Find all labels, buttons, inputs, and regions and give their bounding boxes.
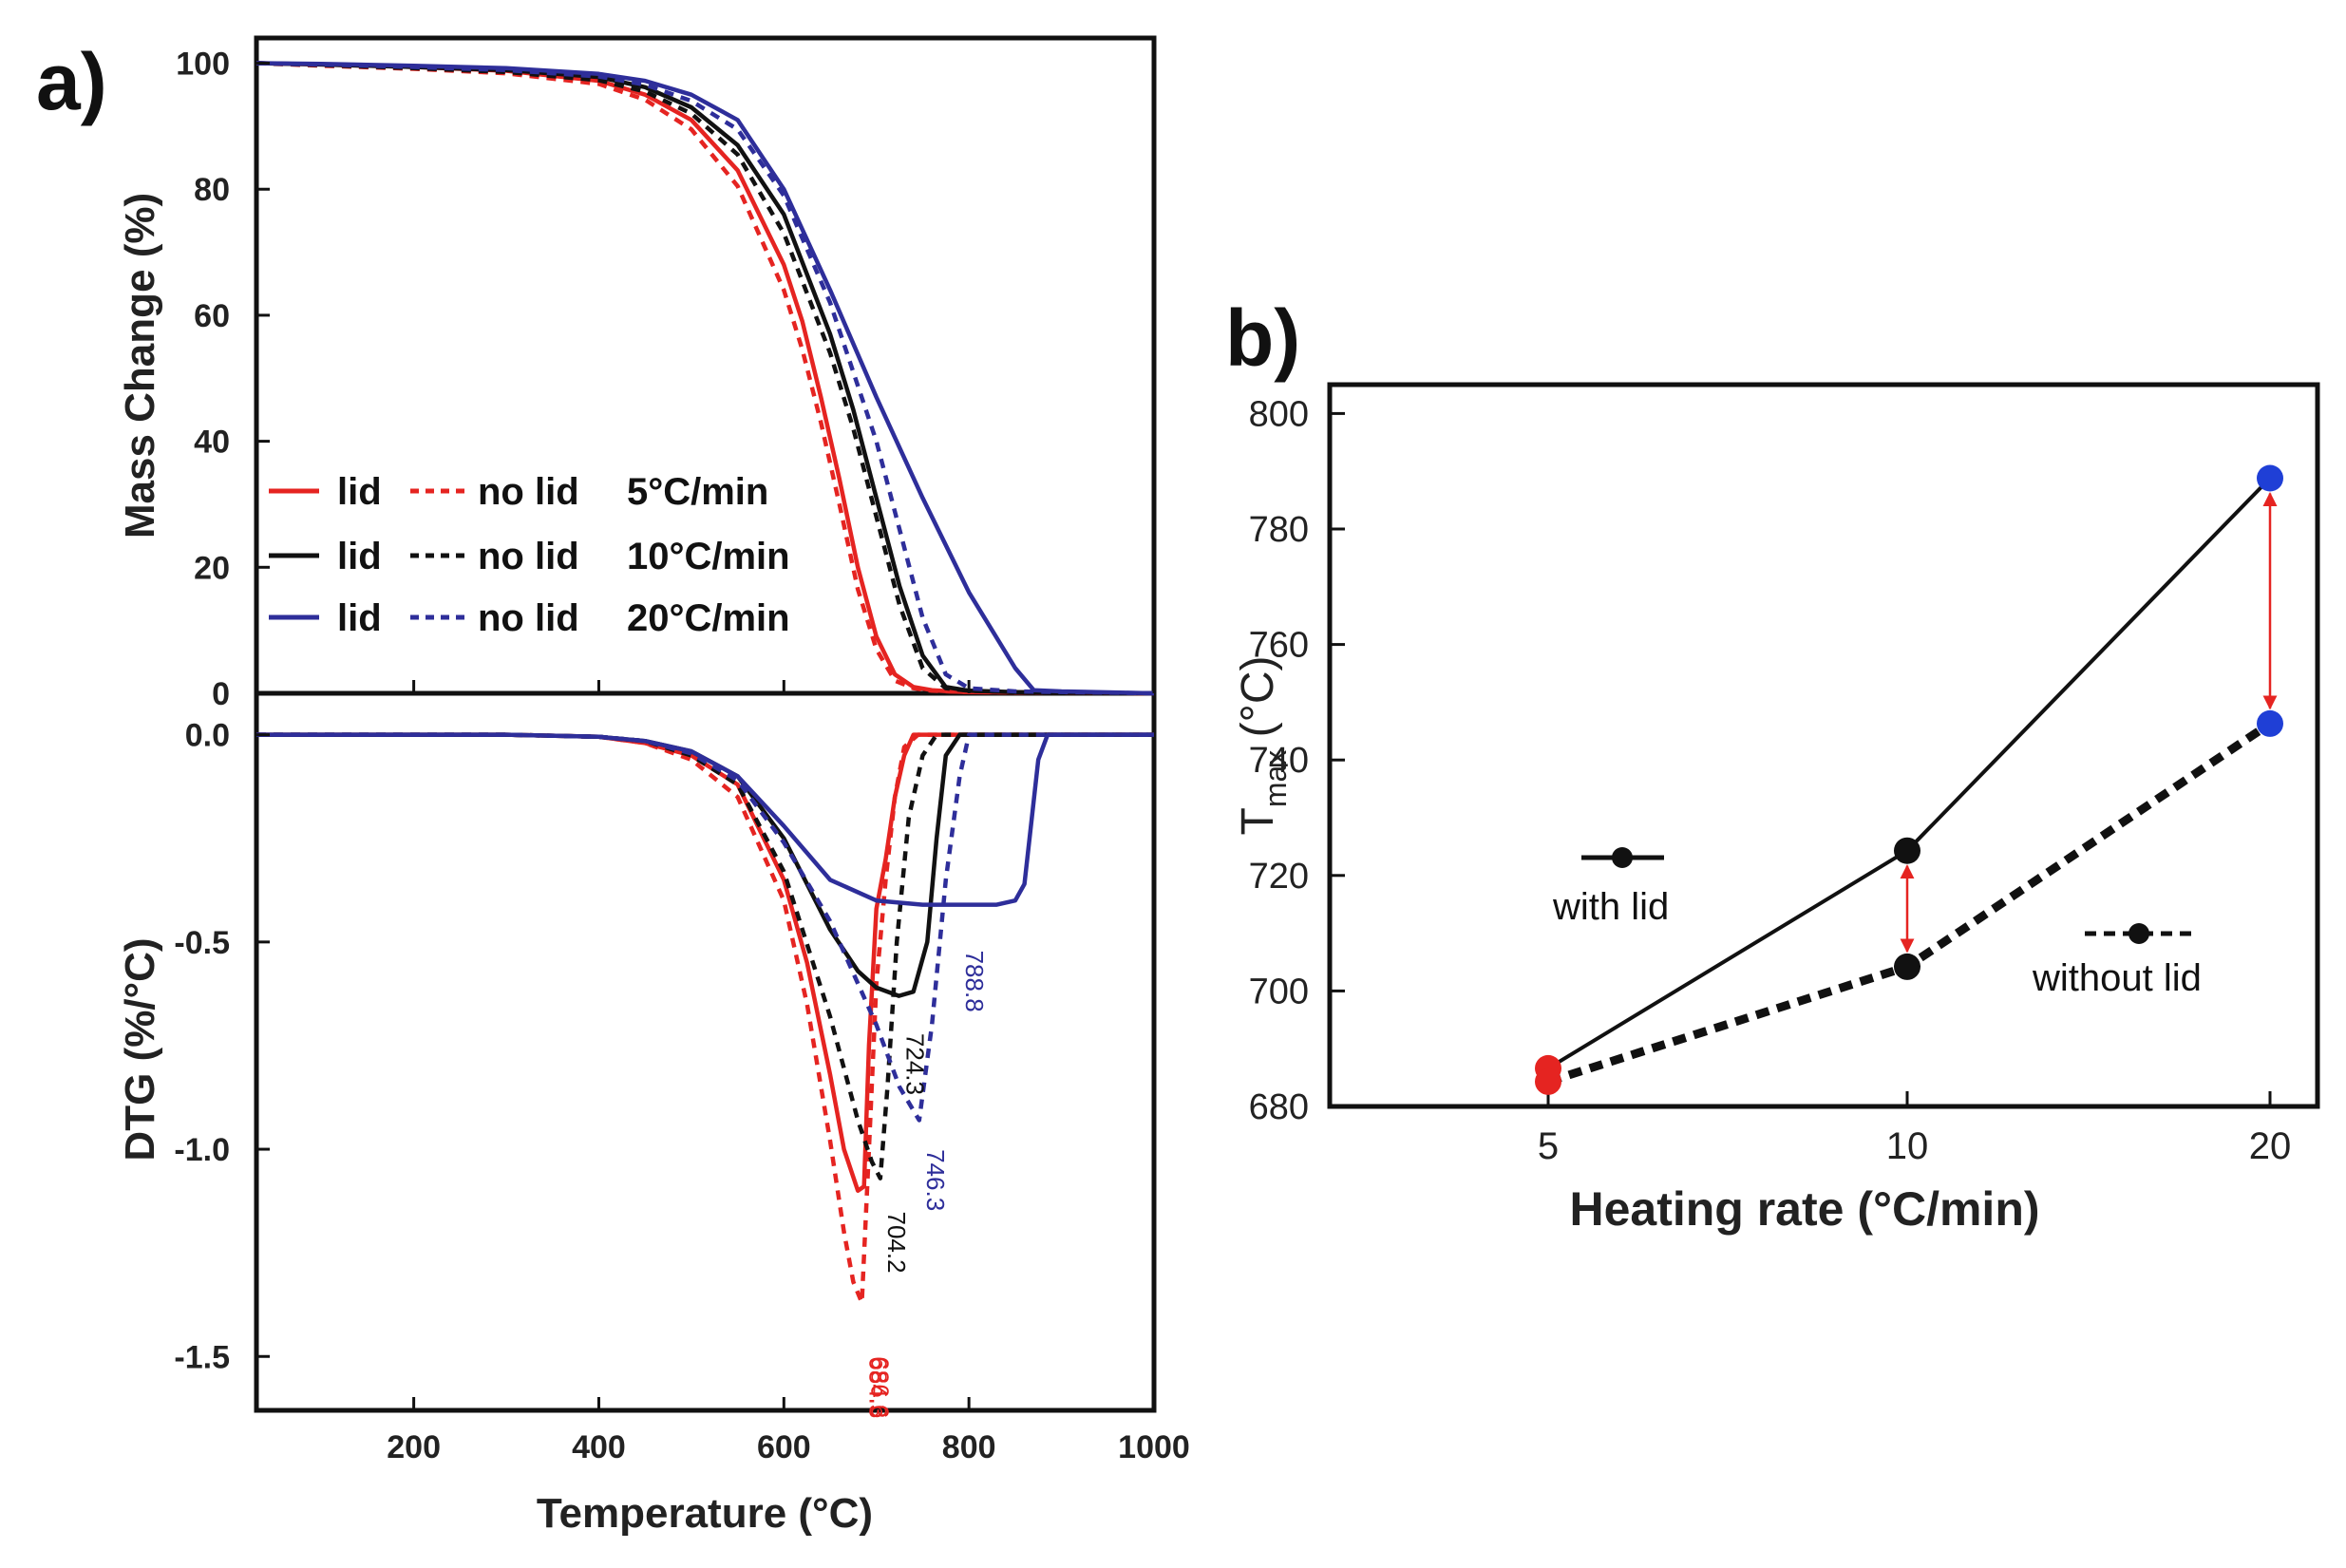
legend-label-nolid-5: no lid (478, 471, 579, 513)
tmax-axis-title-main: T (1233, 807, 1283, 835)
panel-a-bottom-frame (254, 690, 1157, 1413)
temperature-xtick-label-200: 200 (387, 1429, 441, 1465)
tmax-axes: 680 700 720 740 760 780 800 5 10 20 (1249, 394, 2292, 1167)
dtg-peak-label-746-3: 746.3 (921, 1149, 950, 1211)
dtg-peak-label-704-2: 704.2 (882, 1212, 911, 1274)
mass-change-ytick-label-60: 60 (194, 298, 230, 334)
panel-b: 680 700 720 740 760 780 800 5 10 20 Tmax (°C) Hea… (1233, 382, 2320, 1236)
mass-change-axis-title: Mass Change (%) (117, 193, 163, 538)
dtg-series-no-lid-20-c-min (256, 732, 1154, 1123)
tmax-point-without-lid-5 (1535, 1067, 1561, 1095)
tmax-axis-title-unit: (°C) (1233, 656, 1283, 750)
tmax-difference-arrows (1900, 491, 2278, 954)
legend-label-lid-5: lid (337, 471, 382, 513)
legend-with-lid-marker (1612, 847, 1633, 868)
mass-change-ytick-label-40: 40 (194, 425, 230, 461)
tmax-axis-title: Tmax (°C) (1233, 656, 1293, 836)
panel-b-legend: with lid without lid (1552, 847, 2202, 999)
dtg-curves (256, 732, 1154, 1305)
dtg-series-lid-5-c-min (256, 732, 1154, 1193)
legend-without-lid: without lid (2032, 923, 2202, 999)
mass-change-ytick-label-20: 20 (194, 550, 230, 586)
dtg-ytick-label-1-5: -1.5 (174, 1339, 230, 1375)
tmax-ytick-label-720: 720 (1249, 857, 1309, 897)
dtg-peak-label-724-3: 724.3 (900, 1033, 929, 1095)
dtg-axis-title: DTG (%/°C) (117, 937, 163, 1161)
dtg-axes: 0.0 -0.5 -1.0 -1.5 200 400 600 800 1000 (174, 718, 1189, 1465)
panel-a-label: a) (36, 37, 107, 126)
panel-a-legend: lid no lid 5°C/min lid no lid 10°C/min l… (269, 471, 790, 639)
mass-change-ytick-label-80: 80 (194, 172, 230, 208)
tmax-ytick-label-740: 740 (1249, 741, 1309, 781)
tmax-point-with-lid-10 (1894, 837, 1920, 864)
dtg-peak-label-788-8: 788.8 (960, 951, 989, 1012)
heating-rate-xtick-label-5: 5 (1538, 1125, 1559, 1167)
dtg-series-no-lid-10-c-min (256, 732, 1154, 1181)
tmax-point-without-lid-20 (2257, 709, 2283, 737)
legend-with-lid-label: with lid (1552, 886, 1669, 928)
temperature-xtick-label-400: 400 (572, 1429, 626, 1465)
mass-change-series-lid-20-c-min (255, 61, 1155, 696)
dtg-ytick-label-1: -1.0 (174, 1132, 230, 1168)
temperature-xtick-label-600: 600 (757, 1429, 811, 1465)
legend-row-10: lid no lid 10°C/min (269, 536, 790, 577)
tmax-ytick-label-780: 780 (1249, 510, 1309, 550)
heating-rate-axis-title: Heating rate (°C/min) (1569, 1182, 2039, 1236)
dtg-peak-label-686-6: 686.6 (866, 1356, 895, 1418)
panel-a: 0 20 40 60 80 100 0.0 -0.5 -1.0 -1.5 200 400 600 800… (117, 35, 1190, 1537)
mass-change-axes: 0 20 40 60 80 100 (176, 47, 1156, 712)
temperature-axis-title: Temperature (°C) (537, 1490, 873, 1537)
legend-label-nolid-20: no lid (478, 597, 579, 639)
legend-without-lid-marker (2128, 923, 2149, 944)
tmax-points (1535, 464, 2283, 1095)
tmax-ytick-label-800: 800 (1249, 394, 1309, 434)
dtg-peak-label-684-3: 684.3 (863, 1356, 892, 1418)
legend-rate-5: 5°C/min (627, 471, 768, 513)
legend-row-5: lid no lid 5°C/min (269, 471, 768, 513)
tmax-ytick-label-760: 760 (1249, 626, 1309, 666)
mass-change-series-no-lid-10-c-min (255, 61, 1155, 696)
heating-rate-xtick-label-10: 10 (1886, 1125, 1929, 1167)
legend-label-lid-10: lid (337, 536, 382, 577)
dtg-series-lid-10-c-min (256, 732, 1154, 998)
temperature-xtick-label-800: 800 (942, 1429, 996, 1465)
legend-rate-10: 10°C/min (627, 536, 790, 577)
mass-change-ytick-label-100: 100 (176, 47, 230, 83)
tmax-axis-title-sub: max (1258, 750, 1293, 807)
legend-without-lid-label: without lid (2032, 957, 2202, 999)
dtg-ytick-label-0-5: -0.5 (174, 925, 230, 961)
legend-label-lid-20: lid (337, 597, 382, 639)
heating-rate-xtick-label-20: 20 (2249, 1125, 2292, 1167)
legend-label-nolid-10: no lid (478, 536, 579, 577)
tmax-ytick-label-700: 700 (1249, 972, 1309, 1011)
legend-with-lid: with lid (1552, 847, 1669, 928)
panel-b-frame (1327, 382, 2320, 1109)
dtg-series-no-lid-5-c-min (256, 732, 1154, 1305)
tmax-ytick-label-680: 680 (1249, 1087, 1309, 1127)
legend-row-20: lid no lid 20°C/min (269, 597, 790, 639)
legend-rate-20: 20°C/min (627, 597, 790, 639)
tmax-point-without-lid-10 (1894, 953, 1920, 980)
panel-b-label: b) (1225, 293, 1300, 383)
temperature-xtick-label-1000: 1000 (1118, 1429, 1190, 1465)
dtg-ytick-label-0: 0.0 (185, 718, 230, 754)
mass-change-ytick-label-0: 0 (212, 676, 230, 712)
tmax-point-with-lid-20 (2257, 464, 2283, 492)
